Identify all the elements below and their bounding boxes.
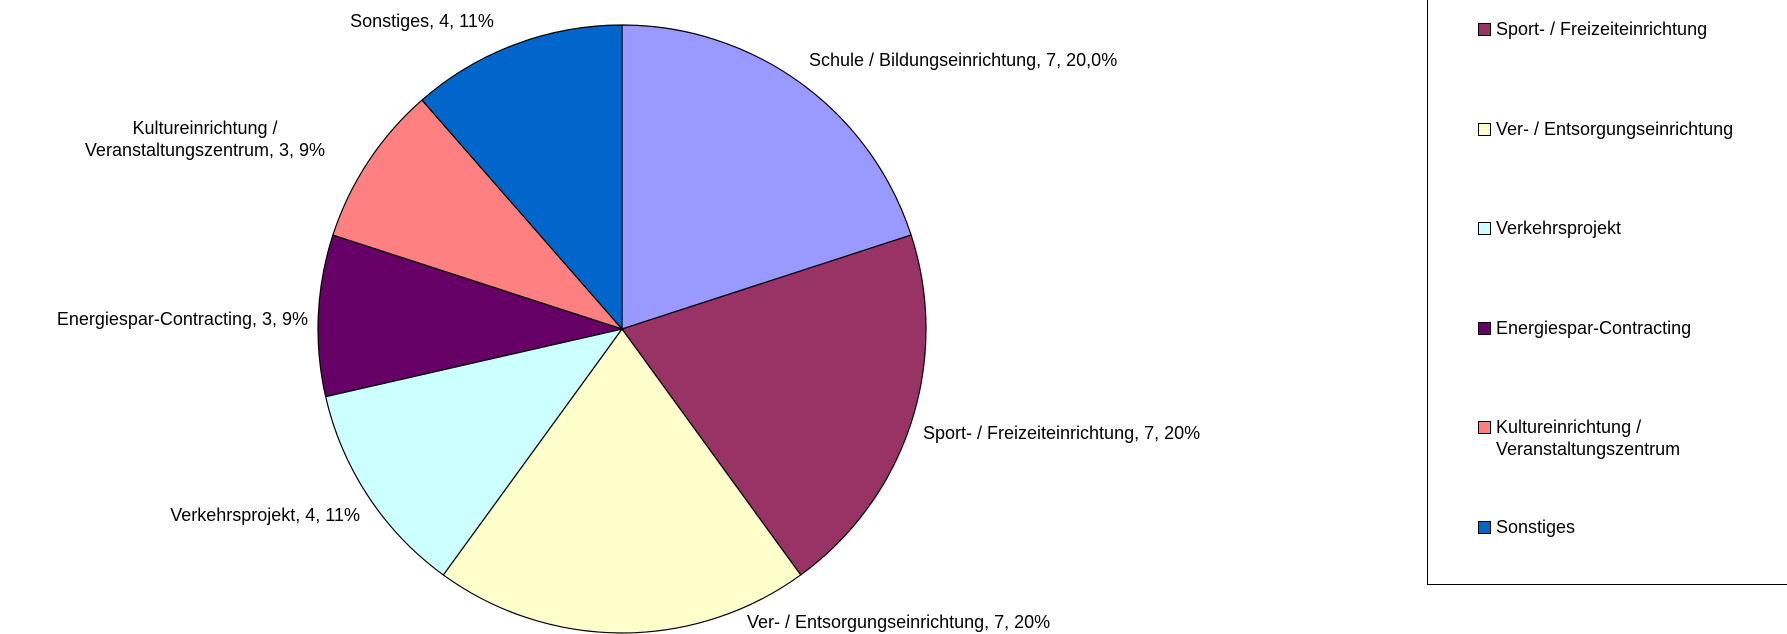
data-label: Energiespar-Contracting, 3, 9%	[56, 309, 308, 329]
legend-label: Verkehrsprojekt	[1496, 218, 1622, 239]
legend-item: Kultureinrichtung / Veranstaltungszentru…	[1478, 416, 1768, 460]
pie-slice	[442, 327, 802, 634]
legend-item: Ver- / Entsorgungseinrichtung	[1478, 118, 1768, 140]
legend: Schule / BildungseinrichtungSport- / Fre…	[1427, 0, 1787, 585]
pie-slice	[421, 24, 623, 331]
data-label: Schule / Bildungseinrichtung, 7, 20,0%	[809, 50, 1118, 70]
pie-slice	[317, 234, 625, 398]
legend-label: Sport- / Freizeiteinrichtung	[1496, 19, 1708, 39]
legend-swatch	[1478, 421, 1491, 435]
legend-item: Sonstiges	[1478, 516, 1768, 538]
data-label: Sport- / Freizeiteinrichtung, 7, 20%	[923, 423, 1201, 443]
pie-slice	[324, 328, 624, 576]
legend-item: Energiespar-Contracting	[1478, 317, 1768, 339]
data-label: Verkehrsprojekt, 4, 11%	[170, 505, 360, 525]
pie-slice	[332, 99, 624, 331]
legend-label: Sonstiges	[1496, 517, 1576, 537]
data-label: Sonstiges, 4, 11%	[350, 11, 494, 31]
legend-item: Sport- / Freizeiteinrichtung	[1478, 18, 1768, 40]
legend-label: Ver- / Entsorgungseinrichtung	[1496, 118, 1734, 139]
pie-slice	[621, 24, 912, 330]
legend-swatch	[1478, 23, 1491, 36]
legend-label: Kultureinrichtung / Veranstaltungszentru…	[1496, 417, 1681, 460]
data-label: Kultureinrichtung / Veranstaltungszentru…	[84, 118, 326, 160]
legend-item: Verkehrsprojekt	[1478, 217, 1768, 239]
legend-label: Energiespar-Contracting	[1496, 317, 1692, 338]
legend-swatch	[1478, 222, 1491, 236]
data-label: Ver- / Entsorgungseinrichtung, 7, 20%	[747, 612, 1051, 632]
legend-swatch	[1478, 321, 1491, 335]
legend-swatch	[1478, 122, 1491, 136]
pie-slice	[621, 234, 927, 576]
legend-swatch	[1478, 521, 1491, 534]
